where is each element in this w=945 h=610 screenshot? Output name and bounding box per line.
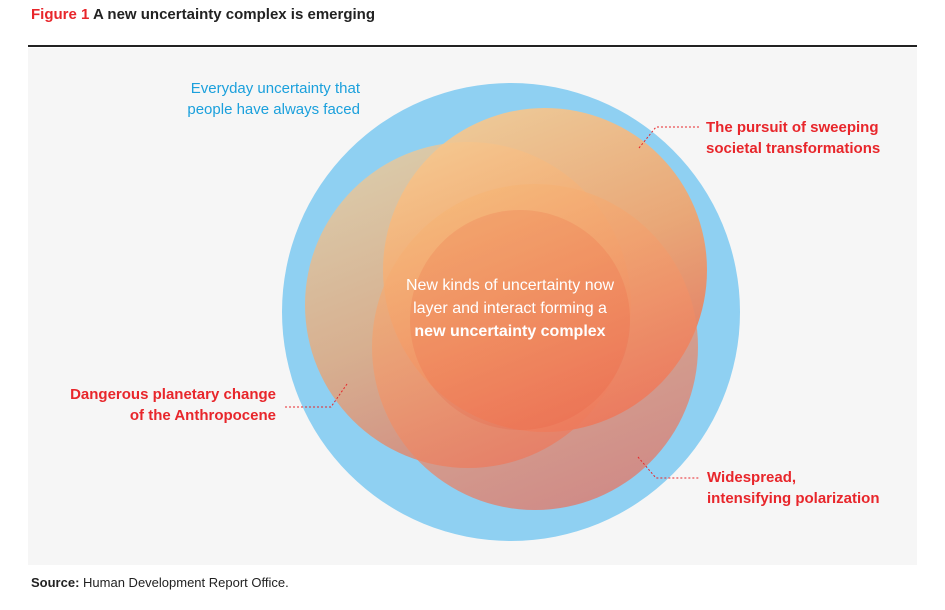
core-overlap-glow (410, 210, 630, 430)
source-label: Source: (31, 575, 80, 590)
title-rule (28, 45, 917, 47)
label-line: The pursuit of sweeping (706, 119, 879, 136)
label-everyday-uncertainty: Everyday uncertainty that people have al… (140, 78, 360, 120)
source-text: Human Development Report Office. (83, 575, 289, 590)
label-societal-transformations: The pursuit of sweeping societal transfo… (706, 117, 880, 159)
label-line: Dangerous planetary change (70, 386, 276, 403)
center-bold-line: new uncertainty complex (414, 323, 606, 340)
source-note: Source: Human Development Report Office. (31, 575, 289, 590)
figure-title: Figure 1 A new uncertainty complex is em… (31, 6, 375, 23)
label-line: intensifying polarization (707, 490, 880, 507)
label-line: Everyday uncertainty that (190, 80, 360, 97)
leader-line-planetary (285, 383, 348, 408)
figure-title-text: A new uncertainty complex is emerging (92, 6, 376, 23)
label-planetary-change: Dangerous planetary change of the Anthro… (40, 384, 276, 426)
polarization-circle (372, 184, 698, 510)
label-line: Widespread, (707, 469, 797, 486)
label-line: of the Anthropocene (129, 407, 276, 424)
figure-number: Figure 1 (31, 6, 90, 23)
center-line: New kinds of uncertainty now (405, 277, 615, 294)
center-line: layer and interact forming a (413, 300, 607, 317)
label-polarization: Widespread, intensifying polarization (707, 467, 880, 509)
label-line: people have always faced (187, 101, 360, 118)
center-text: New kinds of uncertainty now layer and i… (370, 274, 650, 343)
label-line: societal transformations (706, 140, 881, 157)
leader-line-pursuit (638, 126, 700, 149)
leader-line-polarization (637, 456, 700, 479)
